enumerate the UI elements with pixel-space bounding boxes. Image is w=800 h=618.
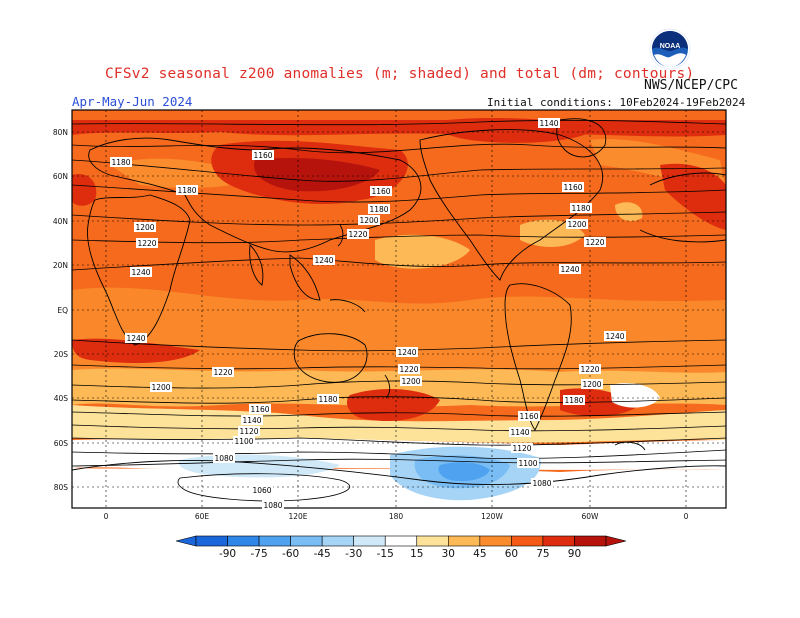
initial-conditions: Initial conditions: 10Feb2024-19Feb2024 [487, 96, 746, 109]
contour-label: 1160 [250, 405, 269, 414]
contour-label: 1200 [567, 220, 586, 229]
noaa-logo: NOAA [649, 28, 691, 70]
contour-label: 1200 [359, 216, 378, 225]
longitude-axis: 0 60E 120E 180 120W 60W 0 [104, 512, 689, 521]
contour-label: 1220 [137, 239, 156, 248]
contour-label: 1160 [519, 412, 538, 421]
colorbar-bin [574, 535, 607, 547]
colorbar-bin [384, 535, 418, 547]
contour-label: 1220 [580, 365, 599, 374]
colorbar-bin [227, 535, 260, 547]
colorbar-tick: 15 [410, 548, 423, 560]
contour-label: 1240 [560, 265, 579, 274]
contour-label: 1100 [234, 437, 253, 446]
colorbar-bin [416, 535, 449, 547]
contour-label: 1080 [263, 501, 282, 510]
contour-label: 1160 [563, 183, 582, 192]
lat-tick: EQ [57, 306, 68, 315]
lon-tick: 0 [104, 512, 109, 521]
colorbar-bin [195, 535, 228, 547]
contour-label: 1240 [314, 256, 333, 265]
contour-label: 1060 [252, 486, 271, 495]
contour-label: 1240 [605, 332, 624, 341]
colorbar-tick: -75 [250, 548, 267, 560]
colorbar-tick: 30 [442, 548, 455, 560]
lat-tick: 60N [53, 172, 68, 181]
contour-label: 1120 [512, 444, 531, 453]
contour-label: 1220 [399, 365, 418, 374]
contour-label: 1180 [177, 186, 196, 195]
contour-label: 1180 [318, 395, 337, 404]
lon-tick: 0 [684, 512, 689, 521]
anomaly-shading [72, 110, 726, 508]
lat-tick: 20S [54, 350, 69, 359]
contour-label: 1180 [369, 205, 388, 214]
agency-label: NWS/NCEP/CPC [644, 78, 738, 93]
contour-label: 1200 [401, 377, 420, 386]
colorbar-tick: 75 [536, 548, 549, 560]
lat-tick: 80S [54, 483, 69, 492]
contour-label: 1180 [571, 204, 590, 213]
lon-tick: 60E [195, 512, 210, 521]
contour-label: 1180 [111, 158, 130, 167]
lon-tick: 60W [582, 512, 600, 521]
colorbar-bin [290, 535, 323, 547]
colorbar-arrow-left [175, 535, 197, 547]
contour-label: 1200 [151, 383, 170, 392]
colorbar-bin [479, 535, 512, 547]
contour-label: 1140 [510, 428, 529, 437]
contour-label: 1240 [126, 334, 145, 343]
contour-label: 1240 [397, 348, 416, 357]
contour-label: 1200 [135, 223, 154, 232]
colorbar-bin [511, 535, 544, 547]
contour-labels: 1140 1160 1180 1180 1160 1180 1160 1180 … [110, 118, 626, 510]
contour-label: 1220 [585, 238, 604, 247]
contour-label: 1220 [348, 230, 367, 239]
lon-tick: 120W [481, 512, 503, 521]
colorbar-bin [353, 535, 386, 547]
lon-tick: 120E [288, 512, 307, 521]
colorbar-bin [258, 535, 291, 547]
contour-label: 1100 [518, 459, 537, 468]
colorbar: -90 -75 -60 -45 -30 -15 15 30 45 60 75 90 [175, 535, 627, 560]
colorbar-arrow-right [605, 535, 627, 547]
lat-tick: 40S [54, 394, 69, 403]
colorbar-bin [321, 535, 354, 547]
colorbar-tick: 45 [473, 548, 486, 560]
contour-label: 1240 [131, 268, 150, 277]
contour-label: 1080 [214, 454, 233, 463]
colorbar-tick: -30 [345, 548, 362, 560]
contour-label: 1140 [539, 119, 558, 128]
lat-tick: 80N [53, 128, 68, 137]
colorbar-tick: 90 [568, 548, 581, 560]
colorbar-bin [542, 535, 575, 547]
logo-text: NOAA [660, 43, 681, 50]
map-frame [71, 109, 727, 509]
contour-label: 1200 [582, 380, 601, 389]
colorbar-tick: -60 [282, 548, 299, 560]
contour-label: 1120 [239, 427, 258, 436]
contour-label: 1180 [564, 396, 583, 405]
lat-tick: 60S [54, 439, 69, 448]
colorbar-tick: 60 [505, 548, 518, 560]
contour-label: 1160 [253, 151, 272, 160]
contour-label: 1080 [532, 479, 551, 488]
lon-tick: 180 [389, 512, 404, 521]
colorbar-tick: -45 [314, 548, 331, 560]
colorbar-bin [448, 535, 481, 547]
colorbar-tick: -15 [377, 548, 394, 560]
contour-label: 1160 [371, 187, 390, 196]
graticule [72, 110, 726, 508]
lat-tick: 40N [53, 217, 68, 226]
contour-label: 1220 [213, 368, 232, 377]
forecast-period: Apr-May-Jun 2024 [72, 94, 193, 109]
colorbar-tick: -90 [219, 548, 236, 560]
latitude-axis: 80N 60N 40N 20N EQ 20S 40S 60S 80S [53, 128, 68, 492]
contour-label: 1140 [242, 416, 261, 425]
lat-tick: 20N [53, 261, 68, 270]
chart-title: CFSv2 seasonal z200 anomalies (m; shaded… [105, 66, 695, 82]
